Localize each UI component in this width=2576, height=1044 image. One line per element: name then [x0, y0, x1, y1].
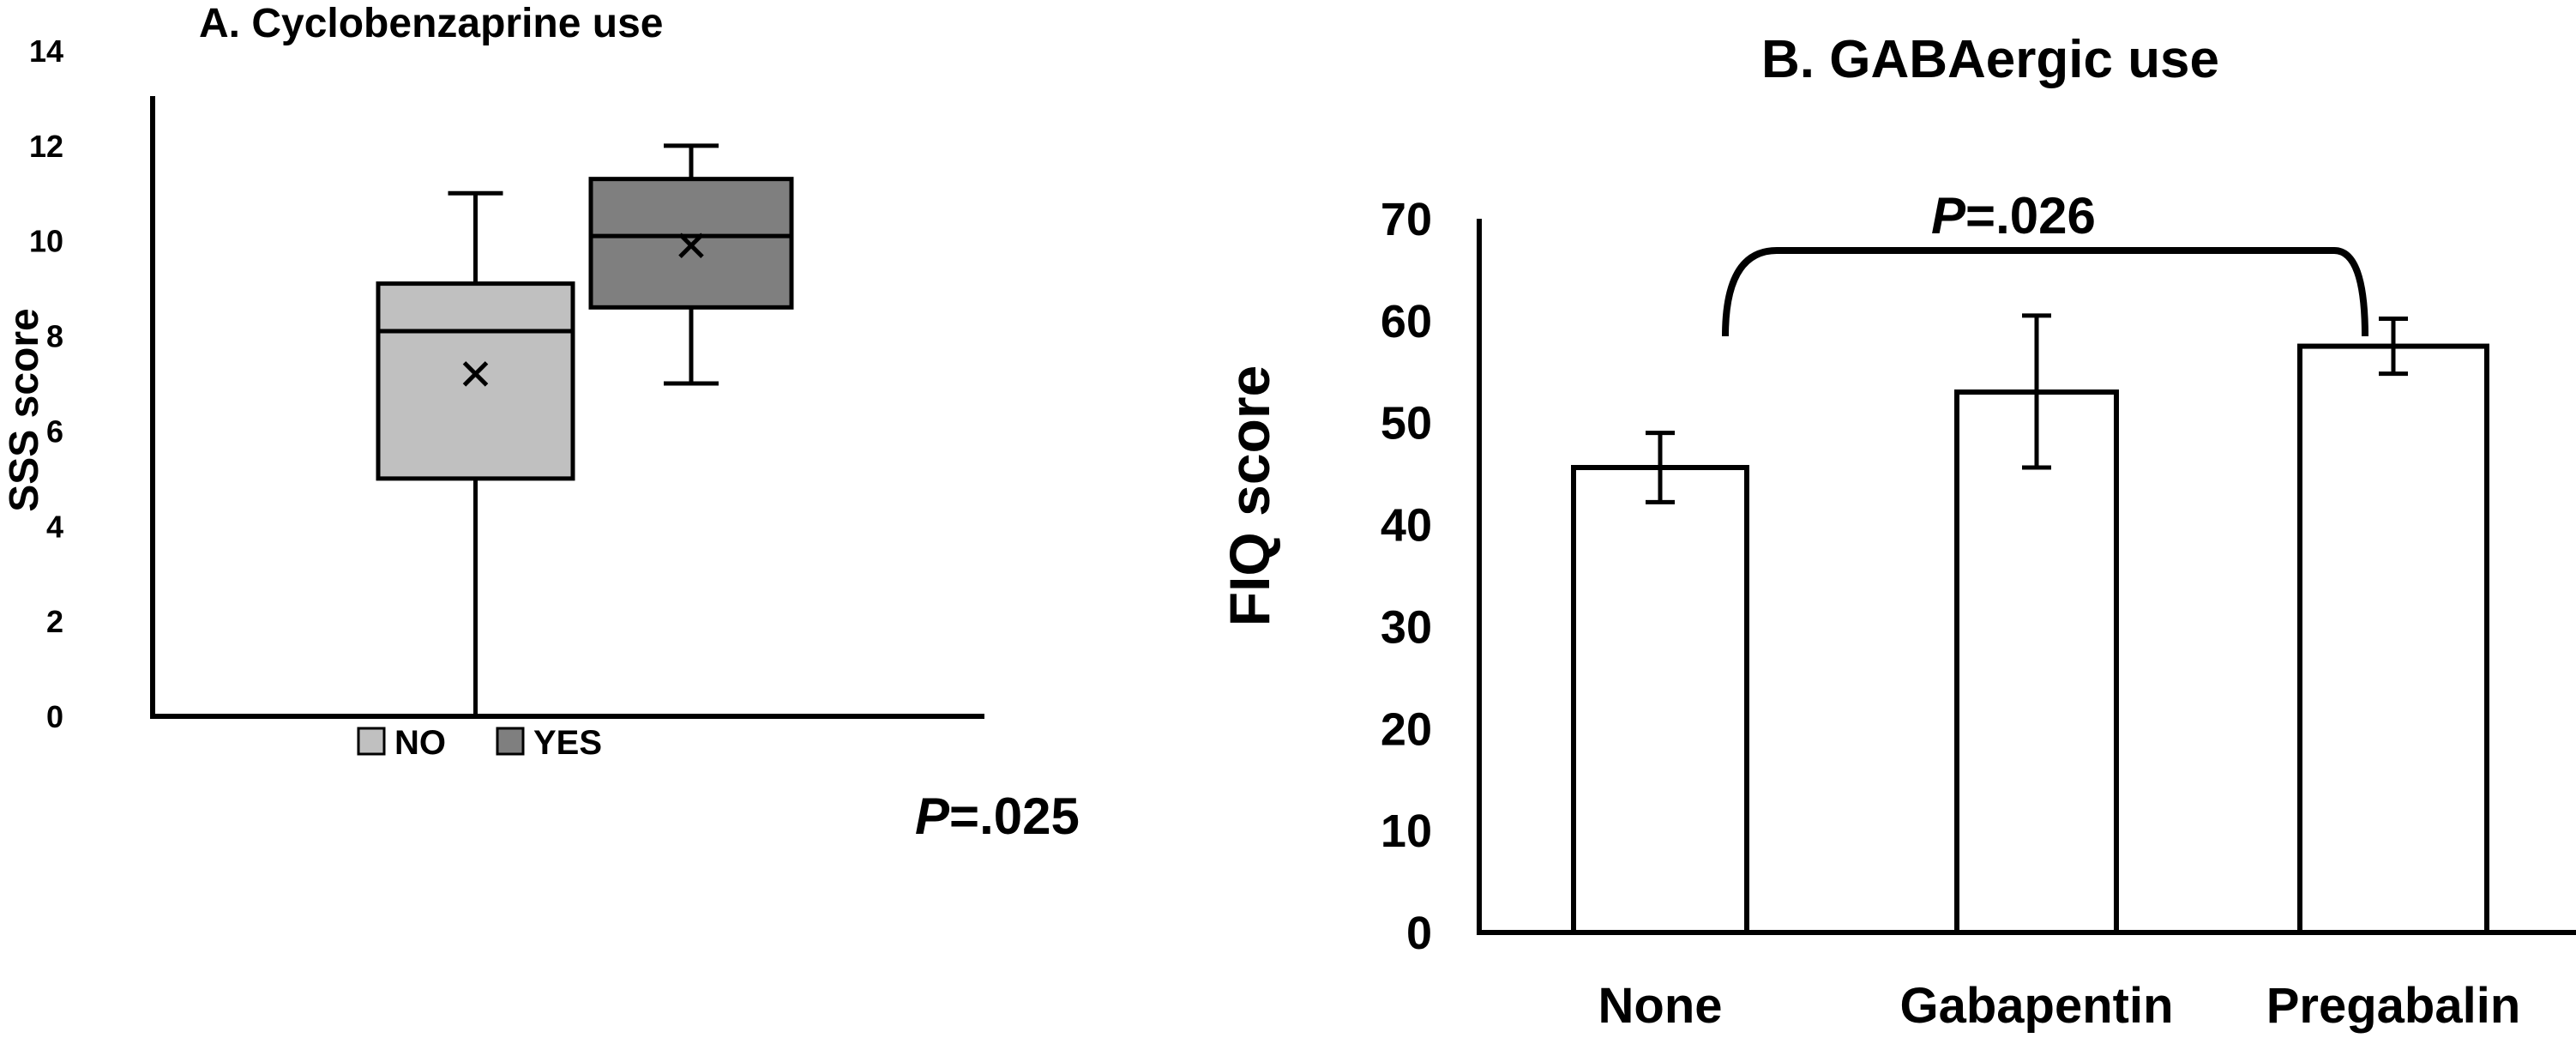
panel-b-y-tick-label: 70: [1381, 194, 1432, 245]
mean-marker-yes: [678, 232, 704, 259]
panel-b-y-ticks: 0 10 20 30 40 50 60 70: [1381, 194, 1432, 959]
panel-a-box-chart: A. Cyclobenzaprine use SSS score 0 2 4 6 8 10…: [2, 1, 1080, 845]
panel-a-y-tick-label: 12: [29, 129, 63, 164]
bar-group-pregabalin: [2297, 316, 2489, 936]
x-tick-label-pregabalin: Pregabalin: [2266, 978, 2521, 1034]
panel-b-y-tick-label: 10: [1381, 806, 1432, 857]
panel-a-y-tick-label: 4: [46, 509, 63, 544]
x-tick-label-none: None: [1598, 978, 1723, 1034]
panel-b-y-tick-label: 20: [1381, 703, 1432, 755]
panel-a-p-letter: P: [915, 788, 950, 845]
panel-b-title: B. GABAergic use: [1761, 30, 2219, 89]
bar-pregabalin: [2297, 343, 2489, 936]
panel-a-y-tick-label: 10: [29, 224, 63, 259]
panel-b-p-number: =.026: [1965, 187, 2096, 244]
panel-b-significance-bracket: [1722, 247, 2368, 337]
panel-a-p-number: =.025: [949, 788, 1080, 845]
bar-group-none: [1571, 431, 1749, 935]
panel-b-y-tick-label: 0: [1406, 908, 1432, 959]
legend-swatch-no: [357, 727, 386, 756]
panel-b-y-tick-label: 50: [1381, 398, 1432, 450]
panel-a-title: A. Cyclobenzaprine use: [199, 1, 663, 46]
legend-swatch-yes: [496, 727, 525, 756]
panel-a-boxes: [376, 143, 794, 716]
panel-b-p-letter: P: [1931, 187, 1966, 244]
panel-b-y-tick-label: 30: [1381, 601, 1432, 653]
box-body-no: [376, 281, 575, 481]
box-yes: [588, 143, 794, 386]
panel-a-y-tick-label: 8: [46, 319, 63, 354]
mean-marker-no: [462, 361, 489, 387]
box-no: [376, 190, 575, 716]
panel-a-y-tick-label: 2: [46, 604, 63, 639]
panel-a-y-tick-label: 0: [46, 699, 63, 734]
panel-a-p-value: P=.025: [915, 788, 1080, 845]
panel-b-p-value: P=.026: [1931, 187, 2096, 244]
panel-b-bars: [1571, 313, 2489, 936]
panel-b-y-tick-label: 60: [1381, 296, 1432, 347]
bar-none: [1571, 465, 1749, 935]
panel-a-legend: NO YES: [357, 724, 602, 762]
legend-label-yes: YES: [533, 724, 602, 762]
x-tick-label-gabapentin: Gabapentin: [1899, 978, 2173, 1034]
panel-b-y-axis-label: FIQ score: [1218, 365, 1281, 626]
panel-a-y-tick-label: 14: [29, 33, 63, 69]
legend-label-no: NO: [394, 724, 446, 762]
panel-b-x-ticks: None Gabapentin Pregabalin: [1598, 978, 2521, 1034]
bar-group-gabapentin: [1954, 313, 2119, 935]
panel-a-y-ticks: 0 2 4 6 8 10 12 14: [29, 33, 63, 734]
panel-a-y-axis-label: SSS score: [2, 308, 47, 511]
panel-b-bar-chart: B. GABAergic use FIQ score 0 10 20 30 40 50 60…: [1218, 30, 2576, 1034]
panel-a-y-tick-label: 6: [46, 413, 63, 449]
panel-b-y-tick-label: 40: [1381, 500, 1432, 552]
bar-gabapentin: [1954, 389, 2119, 935]
